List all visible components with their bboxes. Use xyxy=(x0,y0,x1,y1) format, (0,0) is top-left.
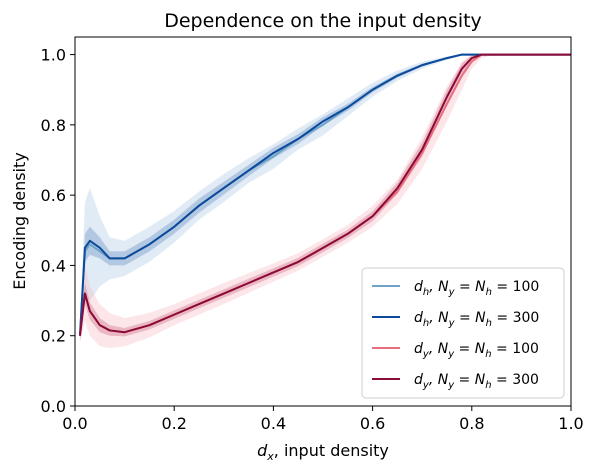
y-axis-label: Encoding density xyxy=(10,152,29,289)
x-axis-ticks: 0.0 0.2 0.4 0.6 0.8 1.0 xyxy=(62,406,584,433)
confidence-bands xyxy=(79,54,572,349)
x-label-subscript: x xyxy=(266,450,274,463)
y-tick-label: 0.4 xyxy=(41,256,66,275)
x-tick-label: 0.4 xyxy=(261,414,286,433)
x-label-symbol: d xyxy=(257,441,268,460)
y-tick-label: 1.0 xyxy=(41,46,66,65)
x-label-text: , input density xyxy=(274,441,389,460)
legend-label: dh, Ny = Nh = 100 xyxy=(414,279,539,298)
legend-entry: dh, Ny = Nh = 300 xyxy=(372,310,539,329)
legend-box xyxy=(361,267,565,399)
x-tick-label: 0.0 xyxy=(62,414,87,433)
legend-label: dy, Ny = Nh = 300 xyxy=(414,372,539,391)
confidence-band-3 xyxy=(79,54,572,349)
legend-entry: dy, Ny = Nh = 100 xyxy=(372,341,539,360)
legend-entry: dh, Ny = Nh = 100 xyxy=(372,279,539,298)
x-tick-label: 1.0 xyxy=(558,414,583,433)
legend: dh, Ny = Nh = 100 dh, Ny = Nh = 300 dy, Ny… xyxy=(361,267,565,399)
x-axis-label: dx, input density xyxy=(257,441,389,463)
series-line-4 xyxy=(78,53,571,336)
x-tick-label: 0.8 xyxy=(459,414,484,433)
x-tick-label: 0.2 xyxy=(161,414,186,433)
series-lines xyxy=(78,53,571,336)
chart-title: Dependence on the input density xyxy=(164,10,482,32)
legend-label: dh, Ny = Nh = 300 xyxy=(414,310,539,329)
x-tick-label: 0.6 xyxy=(360,414,385,433)
y-tick-label: 0.6 xyxy=(41,186,66,205)
y-tick-label: 0.0 xyxy=(41,397,66,416)
y-tick-label: 0.8 xyxy=(41,116,66,135)
legend-entry: dy, Ny = Nh = 300 xyxy=(372,372,539,391)
y-axis-ticks: 0.0 0.2 0.4 0.6 0.8 1.0 xyxy=(41,46,75,416)
y-tick-label: 0.2 xyxy=(41,327,66,346)
legend-label: dy, Ny = Nh = 100 xyxy=(414,341,539,360)
plot-area-frame xyxy=(74,36,572,407)
